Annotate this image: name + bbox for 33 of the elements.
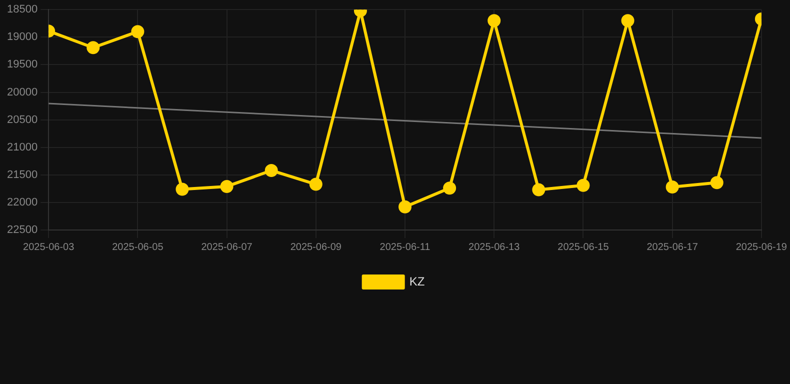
point (710, 176, 724, 190)
legend-label: KZ (409, 274, 425, 288)
y-tick-label: 20500 (6, 114, 38, 126)
y-tick-label: 21000 (6, 141, 38, 154)
x-tick-label: 2025-06-09 (290, 242, 342, 253)
x-tick-label: 2025-06-11 (380, 242, 431, 253)
x-tick-label: 2025-06-05 (112, 242, 164, 253)
point (264, 164, 278, 177)
y-tick-label: 20000 (6, 86, 38, 98)
x-tick-label: 2025-06-17 (646, 242, 698, 253)
point (443, 182, 456, 195)
x-tick-label: 2025-06-03 (23, 242, 75, 253)
x-tick-label: 2025-06-07 (201, 242, 253, 253)
point (621, 14, 634, 28)
x-tick-label: 2025-06-13 (468, 242, 520, 253)
y-tick-label: 18500 (6, 4, 38, 16)
point (488, 14, 501, 28)
point (86, 41, 100, 54)
y-tick-label: 19000 (6, 31, 38, 44)
point (398, 200, 412, 214)
x-tick-label: 2025-06-15 (558, 242, 610, 253)
x-tick-label: 2025-06-19 (736, 242, 788, 253)
point (176, 182, 189, 196)
y-tick-label: 19500 (6, 58, 38, 71)
point (220, 180, 234, 193)
y-tick-label: 22500 (6, 224, 38, 236)
y-tick-label: 21500 (6, 168, 38, 181)
point (532, 183, 546, 196)
point (576, 178, 590, 192)
point (309, 178, 322, 191)
point (131, 25, 144, 38)
y-tick-label: 22000 (6, 196, 38, 208)
point (666, 180, 679, 194)
